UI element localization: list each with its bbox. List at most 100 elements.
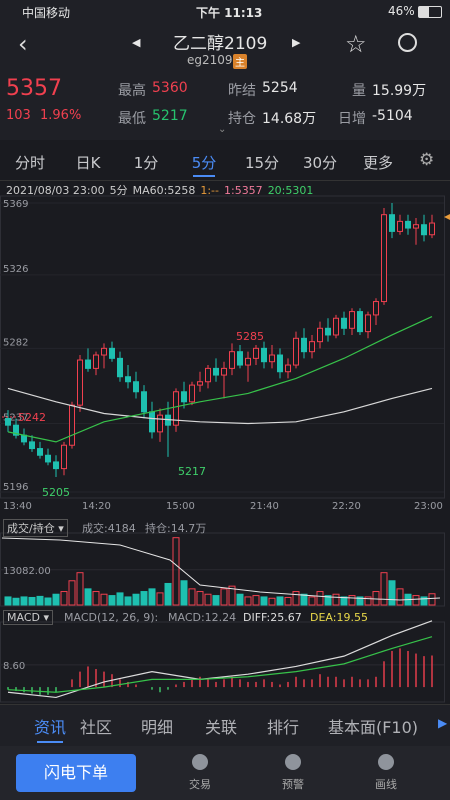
candle-body bbox=[389, 214, 395, 232]
label: 日增 bbox=[338, 111, 366, 127]
label: 昨结 bbox=[228, 83, 256, 99]
volume-bar bbox=[268, 597, 276, 606]
volume-bar bbox=[108, 595, 116, 606]
candle-body bbox=[5, 417, 11, 426]
settings[interactable]: ⚙ bbox=[419, 150, 435, 170]
bottom-item[interactable]: 预警 bbox=[282, 778, 304, 791]
value: 14.68万 bbox=[262, 111, 317, 127]
macd-selector[interactable]: MACD ▾ bbox=[3, 610, 54, 625]
volume-bar bbox=[244, 596, 252, 606]
y-tick-label: 13082.00 bbox=[3, 566, 51, 577]
volume-bar bbox=[316, 591, 324, 606]
candle-body bbox=[413, 224, 419, 229]
info-item: MA60:5258 bbox=[132, 184, 196, 197]
candle-body bbox=[317, 327, 323, 343]
info-item: 5分 bbox=[109, 184, 128, 197]
period-tab[interactable]: 更多 bbox=[362, 154, 394, 172]
candle-body bbox=[277, 354, 283, 373]
y-tick-label: 5237 bbox=[3, 413, 28, 424]
x-tick-label: 14:20 bbox=[82, 501, 111, 512]
volume-bar bbox=[372, 591, 380, 606]
volume-bar bbox=[68, 580, 76, 606]
favorite-button[interactable]: ☆ bbox=[345, 30, 367, 58]
y-tick-label: 5282 bbox=[3, 337, 28, 348]
ma60-line bbox=[7, 387, 433, 425]
header-bg bbox=[0, 0, 450, 140]
volume-bar bbox=[76, 572, 84, 606]
change: 103 bbox=[6, 108, 31, 123]
macd-params: MACD(12, 26, 9): bbox=[64, 611, 159, 624]
candle-body bbox=[141, 391, 147, 413]
bottom-item[interactable]: 交易 bbox=[189, 778, 211, 791]
candle-body bbox=[261, 347, 267, 363]
candle-body bbox=[213, 367, 219, 376]
candle-body bbox=[397, 220, 403, 232]
dea-line bbox=[7, 636, 433, 693]
volume-bar bbox=[132, 593, 140, 606]
candle-body bbox=[325, 327, 331, 336]
info-item: 1:-- bbox=[200, 184, 219, 197]
bottom-icon[interactable] bbox=[285, 754, 301, 770]
info-tab[interactable]: 资讯 bbox=[33, 718, 67, 737]
candle-body bbox=[133, 381, 139, 393]
quick-order-button[interactable]: 闪电下单 bbox=[16, 754, 136, 792]
volume-bar bbox=[356, 596, 364, 606]
volume-bar bbox=[28, 596, 36, 606]
candle-body bbox=[341, 317, 347, 329]
info-tab[interactable]: 基本面(F10) bbox=[327, 718, 419, 737]
battery: 46% bbox=[388, 4, 415, 18]
label: 最高 bbox=[118, 83, 146, 99]
period-tab[interactable]: 1分 bbox=[133, 154, 159, 172]
candle-body bbox=[109, 347, 115, 359]
info-tab[interactable]: 关联 bbox=[204, 718, 238, 737]
next-contract[interactable]: ▶ bbox=[292, 36, 301, 49]
volume-selector[interactable]: 成交/持仓 ▾ bbox=[3, 519, 68, 537]
candle-body bbox=[101, 347, 107, 356]
candle-body bbox=[405, 220, 411, 229]
info-tab[interactable]: 排行 bbox=[266, 718, 300, 737]
y-tick-label: 5369 bbox=[3, 199, 28, 210]
diff-value: DIFF:25.67 bbox=[243, 611, 302, 624]
back-button[interactable]: ‹ bbox=[18, 30, 28, 58]
bottom-icon[interactable] bbox=[192, 754, 208, 770]
info-tab[interactable]: 明细 bbox=[140, 718, 174, 737]
period-tab[interactable]: 30分 bbox=[302, 154, 338, 172]
volume-bar bbox=[388, 580, 396, 606]
volume-bar bbox=[324, 595, 332, 606]
candle-body bbox=[293, 337, 299, 366]
volume-bar bbox=[252, 595, 260, 606]
candle-body bbox=[309, 341, 315, 353]
prev-contract[interactable]: ◀ bbox=[132, 36, 141, 49]
pane-frame bbox=[0, 195, 445, 499]
ma20-line bbox=[7, 316, 433, 443]
period-tab[interactable]: 5分 bbox=[191, 154, 217, 172]
price-annotation: 5285 bbox=[236, 330, 264, 343]
candle-body bbox=[93, 354, 99, 369]
more-arrow[interactable]: ▶ bbox=[438, 716, 448, 730]
badge: 主 bbox=[233, 54, 247, 69]
period-tab[interactable]: 分时 bbox=[14, 154, 46, 172]
open-interest-line bbox=[1, 537, 441, 601]
info-item: 20:5301 bbox=[267, 184, 314, 197]
period-tab[interactable]: 15分 bbox=[244, 154, 280, 172]
volume-bar bbox=[300, 593, 308, 606]
x-tick-label: 15:00 bbox=[166, 501, 195, 512]
info-item: 2021/08/03 23:00 bbox=[6, 184, 105, 197]
volume-bar bbox=[420, 596, 428, 606]
volume-bar bbox=[148, 588, 156, 606]
volume-bar bbox=[348, 595, 356, 606]
candle-body bbox=[125, 376, 131, 383]
bottom-item[interactable]: 画线 bbox=[375, 778, 397, 791]
candle-body bbox=[29, 441, 35, 450]
divider bbox=[0, 180, 450, 181]
search-button[interactable] bbox=[398, 33, 417, 52]
volume-bar bbox=[116, 592, 124, 606]
period-tab[interactable]: 日K bbox=[75, 154, 101, 172]
volume-bar bbox=[180, 580, 188, 606]
label: 量 bbox=[352, 83, 366, 99]
pane-frame bbox=[0, 621, 445, 703]
info-tab[interactable]: 社区 bbox=[79, 718, 113, 737]
bottom-icon[interactable] bbox=[378, 754, 394, 770]
y-tick-label: 5196 bbox=[3, 482, 28, 493]
expand[interactable]: ⌄ bbox=[218, 124, 227, 135]
